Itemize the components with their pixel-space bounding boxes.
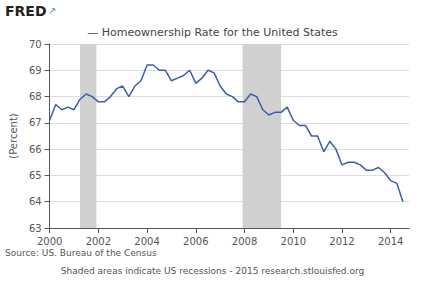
svg-text:69: 69 bbox=[29, 65, 42, 76]
svg-text:64: 64 bbox=[29, 196, 42, 207]
svg-text:66: 66 bbox=[29, 144, 42, 155]
svg-text:2014: 2014 bbox=[378, 236, 403, 247]
svg-text:2008: 2008 bbox=[232, 236, 257, 247]
svg-text:67: 67 bbox=[29, 117, 42, 128]
svg-text:FRED: FRED bbox=[5, 3, 47, 19]
svg-text:2004: 2004 bbox=[134, 236, 159, 247]
svg-text:2010: 2010 bbox=[281, 236, 306, 247]
svg-text:— Homeownership Rate for the U: — Homeownership Rate for the United Stat… bbox=[87, 26, 338, 39]
svg-text:63: 63 bbox=[29, 223, 42, 234]
svg-text:68: 68 bbox=[29, 91, 42, 102]
svg-text:↗: ↗ bbox=[48, 5, 56, 16]
svg-text:2012: 2012 bbox=[329, 236, 354, 247]
svg-text:Source: US. Bureau of the Cens: Source: US. Bureau of the Census bbox=[5, 248, 157, 258]
svg-text:70: 70 bbox=[29, 39, 42, 50]
svg-text:2002: 2002 bbox=[86, 236, 111, 247]
svg-text:65: 65 bbox=[29, 170, 42, 181]
svg-text:(Percent): (Percent) bbox=[8, 113, 19, 159]
svg-text:2000: 2000 bbox=[37, 236, 62, 247]
svg-text:Shaded areas indicate US reces: Shaded areas indicate US recessions - 20… bbox=[61, 266, 364, 276]
svg-text:2006: 2006 bbox=[183, 236, 208, 247]
